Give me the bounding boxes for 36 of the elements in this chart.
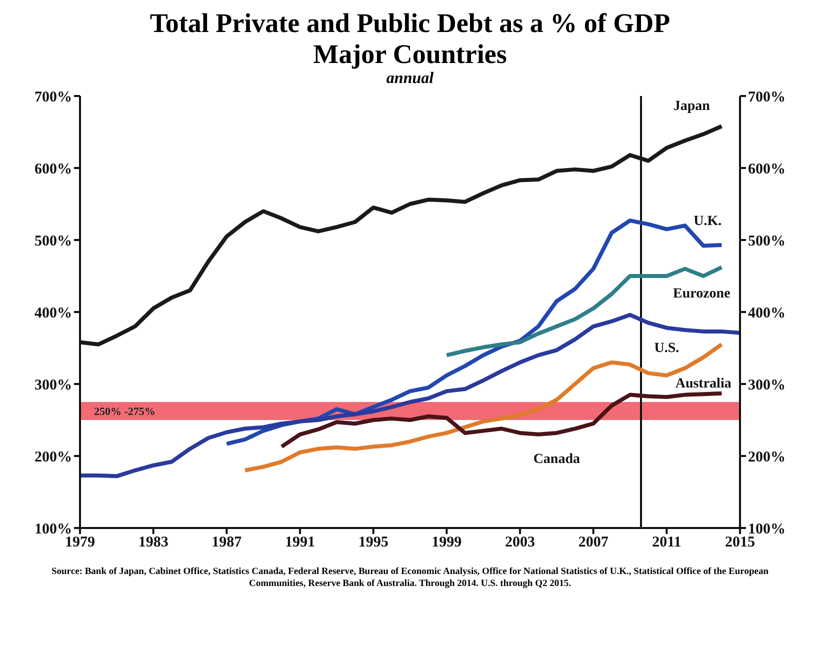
series-label: U.S. [654, 340, 680, 356]
series-label: Canada [533, 452, 580, 467]
y2-tick-label: 600% [748, 161, 786, 178]
y-tick-label: 500% [34, 233, 72, 250]
x-tick-label: 2011 [652, 534, 682, 551]
y2-tick-label: 700% [748, 89, 786, 106]
y-tick-label: 100% [34, 521, 72, 538]
x-tick-label: 1987 [212, 534, 242, 551]
x-tick-label: 1995 [358, 534, 388, 551]
y2-tick-label: 500% [748, 233, 786, 250]
band-label: 250% -275% [94, 406, 156, 418]
y2-tick-label: 100% [748, 521, 786, 538]
source-note: Source: Bank of Japan, Cabinet Office, Statistics Canada, Federal Reserve, Bureau of Economic Analysis, Office for National Statistics of U.K., Statistical Office of the European Communities, Reserve Bank of Australia. Through 2014. U.S. through Q2 2015. [50, 566, 770, 590]
series-label: Eurozone [673, 286, 730, 302]
y2-tick-label: 200% [748, 449, 786, 466]
chart-subtitle: annual [385, 70, 435, 88]
y-tick-label: 700% [34, 89, 72, 106]
y-tick-label: 400% [34, 305, 72, 322]
line-series [280, 391, 724, 449]
y-tick-label: 300% [34, 377, 72, 394]
series-label: Australia [675, 376, 732, 392]
x-tick-label: 2007 [578, 534, 609, 551]
x-tick-label: 2003 [505, 534, 535, 551]
line-series [80, 312, 740, 478]
series-label: U.K. [694, 214, 722, 230]
x-tick-label: 1983 [138, 534, 168, 551]
x-tick-label: 1979 [65, 534, 95, 551]
chart-title: Total Private and Public Debt as a % of GDP Major Countries [148, 8, 672, 70]
y2-tick-label: 300% [748, 377, 786, 394]
y-tick-label: 600% [34, 161, 72, 178]
series-label: Japan [673, 99, 710, 114]
y-tick-label: 200% [34, 449, 72, 466]
x-tick-label: 1991 [285, 534, 315, 551]
y2-tick-label: 400% [748, 305, 786, 322]
x-tick-label: 1999 [432, 534, 462, 551]
x-tick-label: 2015 [725, 534, 755, 551]
